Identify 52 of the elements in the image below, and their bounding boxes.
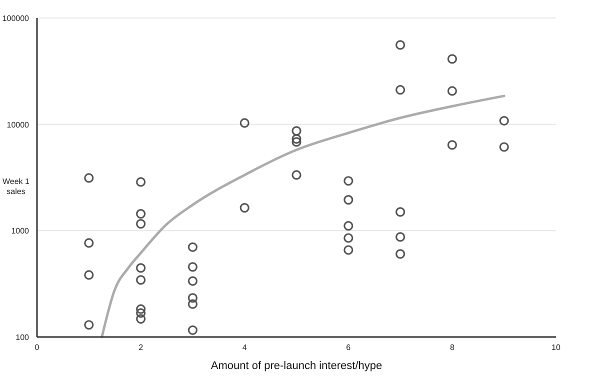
point — [136, 308, 146, 318]
point — [292, 126, 302, 136]
x-tick-label: 0 — [34, 343, 40, 352]
point — [396, 40, 406, 50]
y-axis-title: Week 1 sales — [2, 177, 30, 196]
y-tick-label: 10000 — [6, 120, 30, 130]
point — [240, 118, 250, 128]
point — [344, 176, 354, 186]
point — [136, 314, 146, 324]
point — [292, 134, 302, 144]
point — [396, 207, 406, 217]
point — [136, 263, 146, 273]
x-tick-label: 6 — [346, 343, 352, 352]
y-tick-label: 100000 — [2, 14, 30, 23]
point — [84, 238, 94, 248]
y-tick-label: 100 — [16, 333, 30, 342]
point — [240, 203, 250, 213]
point — [447, 140, 457, 150]
point — [396, 249, 406, 259]
point — [188, 299, 198, 309]
x-tick-label: 2 — [138, 343, 144, 352]
point — [84, 270, 94, 280]
point — [499, 142, 509, 152]
point — [396, 232, 406, 242]
point — [188, 262, 198, 272]
point — [84, 320, 94, 330]
point — [499, 116, 509, 126]
point — [136, 304, 146, 314]
point — [136, 177, 146, 187]
point — [188, 293, 198, 303]
point — [136, 209, 146, 219]
point — [447, 54, 457, 64]
x-axis-title: Amount of pre-launch interest/hype — [210, 360, 382, 372]
x-tick-label: 10 — [552, 343, 561, 352]
point — [136, 219, 146, 229]
point — [136, 275, 146, 285]
point — [188, 242, 198, 252]
point — [344, 245, 354, 255]
x-tick-label: 4 — [242, 343, 248, 352]
point — [344, 195, 354, 205]
point — [188, 325, 198, 335]
x-tick-label: 8 — [450, 343, 455, 352]
point — [396, 85, 406, 95]
point — [292, 137, 302, 147]
line-series — [100, 94, 506, 338]
point — [344, 233, 354, 243]
point — [292, 170, 302, 180]
point — [84, 173, 94, 183]
point — [344, 221, 354, 231]
point — [447, 86, 457, 96]
point — [188, 276, 198, 286]
y-tick-label: 1000 — [11, 226, 30, 236]
